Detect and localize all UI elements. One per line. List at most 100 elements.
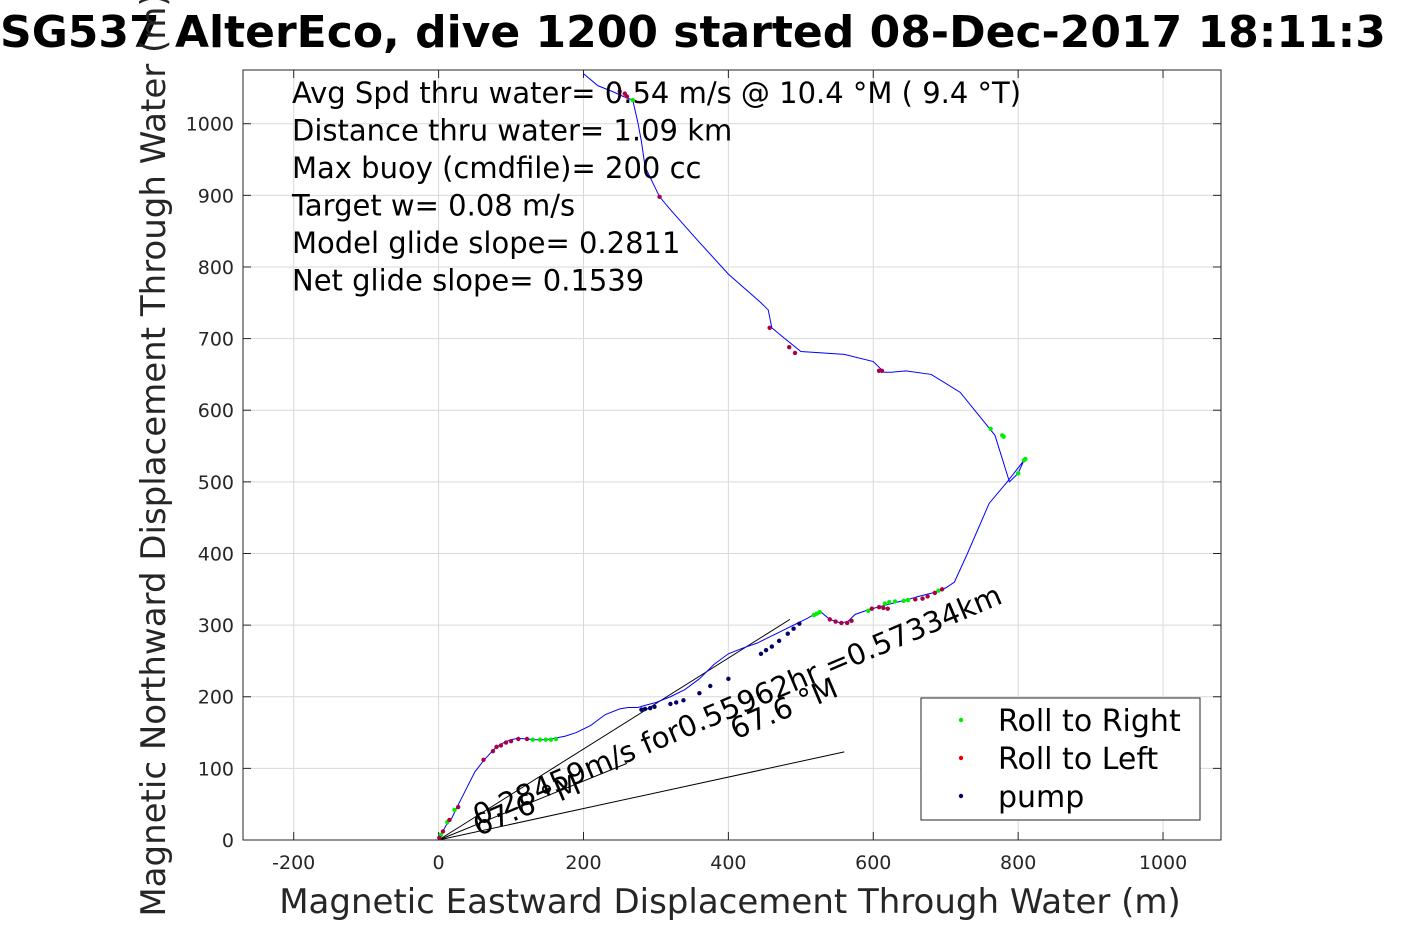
current-line	[438, 751, 845, 841]
x-tick-label: 800	[1000, 852, 1036, 874]
roll-left-marker	[792, 350, 798, 356]
roll-left-marker	[885, 606, 890, 611]
markers	[437, 89, 1028, 841]
roll-right-marker	[543, 737, 549, 742]
legend: Roll to Right Roll to Left pump	[920, 697, 1201, 821]
pump-marker	[642, 706, 648, 712]
roll-left-marker	[440, 829, 446, 834]
roll-left-marker	[833, 619, 838, 624]
y-tick-label: 1000	[186, 114, 234, 136]
roll-right-marker	[630, 97, 635, 103]
y-tick-label: 800	[198, 257, 234, 279]
stats-line: Target w= 0.08 m/s	[291, 189, 575, 223]
current-line	[438, 762, 628, 841]
roll-left-marker	[622, 91, 627, 96]
pump-marker	[708, 683, 713, 689]
plot-frame	[242, 69, 1222, 841]
roll-left-marker	[876, 605, 882, 610]
y-tick-label: 500	[198, 472, 234, 494]
roll-right-marker	[887, 599, 892, 605]
legend-label-roll-left: Roll to Left	[998, 742, 1158, 777]
pump-marker	[763, 647, 769, 653]
legend-marker-roll-left	[958, 755, 964, 761]
stats-line: Net glide slope= 0.1539	[292, 264, 644, 298]
tick-labels: -200 0 200 400 600 800 1000 0 100 200 300 400 500 600…	[186, 114, 1188, 874]
pump-marker	[797, 621, 802, 626]
pump-marker	[639, 707, 644, 712]
current-lines	[438, 618, 845, 841]
roll-left-marker	[503, 740, 509, 745]
y-tick-label: 400	[198, 543, 234, 565]
stats-line: Model glide slope= 0.2811	[292, 226, 680, 260]
roll-right-marker	[1001, 434, 1006, 439]
roll-left-marker	[524, 736, 530, 742]
y-tick-label: 600	[198, 400, 234, 422]
roll-left-marker	[455, 804, 461, 810]
roll-left-marker	[481, 757, 486, 762]
stats-text-block: Avg Spd thru water= 0.54 m/s @ 10.4 °M (…	[291, 76, 1021, 298]
pump-marker	[652, 704, 657, 709]
roll-right-marker	[988, 426, 993, 432]
roll-left-marker	[925, 594, 930, 599]
pump-marker	[681, 698, 686, 703]
x-tick-label: 400	[710, 852, 746, 874]
roll-right-marker	[548, 737, 554, 742]
roll-left-marker	[787, 345, 792, 350]
pump-marker	[758, 651, 764, 656]
chart-title: SG537 AlterEco, dive 1200 started 08-Dec…	[0, 7, 1386, 58]
roll-left-marker	[498, 743, 504, 748]
stats-line: Distance thru water= 1.09 km	[292, 114, 732, 148]
legend-label-pump: pump	[998, 780, 1084, 815]
pump-marker	[668, 701, 673, 707]
x-tick-label: 200	[565, 852, 601, 874]
x-tick-label: 600	[855, 852, 891, 874]
roll-right-marker	[1015, 471, 1021, 476]
roll-right-marker	[882, 601, 888, 606]
roll-left-marker	[490, 748, 496, 754]
roll-right-marker	[905, 597, 911, 603]
roll-left-marker	[447, 817, 452, 823]
pump-marker	[647, 706, 653, 711]
roll-left-marker	[494, 744, 499, 750]
pump-marker	[674, 700, 679, 705]
roll-left-marker	[508, 738, 514, 744]
roll-left-marker	[617, 89, 622, 94]
roll-left-marker	[881, 605, 886, 611]
y-tick-label: 900	[198, 185, 234, 207]
y-tick-label: 300	[198, 615, 234, 637]
roll-right-marker	[817, 610, 822, 615]
pump-marker	[769, 644, 775, 649]
stats-line: Max buoy (cmdfile)= 200 cc	[292, 151, 701, 185]
roll-left-marker	[839, 620, 844, 626]
roll-right-marker	[452, 807, 457, 813]
legend-marker-roll-right	[958, 717, 964, 723]
roll-left-marker	[920, 596, 925, 601]
y-axis-label: Magnetic Northward Displacement Through …	[134, 0, 174, 917]
roll-left-marker	[657, 194, 662, 199]
roll-left-marker	[879, 368, 885, 374]
roll-right-marker	[537, 737, 543, 742]
roll-right-marker	[553, 736, 559, 742]
current-line	[438, 618, 791, 841]
x-axis-label: Magnetic Eastward Displacement Through W…	[279, 882, 1181, 922]
pump-marker	[776, 638, 782, 644]
y-tick-label: 700	[198, 329, 234, 351]
roll-left-marker	[767, 325, 772, 331]
pump-marker	[726, 676, 731, 682]
pump-marker	[697, 690, 702, 696]
roll-right-marker	[865, 608, 871, 613]
legend-box	[920, 697, 1201, 821]
pump-marker	[785, 631, 790, 636]
roll-right-marker	[530, 737, 535, 742]
roll-right-marker	[892, 599, 898, 604]
legend-label-roll-right: Roll to Right	[998, 704, 1181, 739]
roll-left-marker	[437, 835, 442, 841]
x-tick-label: -200	[272, 852, 315, 874]
pump-marker	[791, 626, 796, 631]
roll-left-marker	[939, 587, 945, 592]
roll-left-marker	[869, 606, 875, 611]
legend-marker-pump	[958, 793, 964, 799]
roll-left-marker	[844, 620, 850, 626]
roll-left-marker	[849, 618, 854, 624]
